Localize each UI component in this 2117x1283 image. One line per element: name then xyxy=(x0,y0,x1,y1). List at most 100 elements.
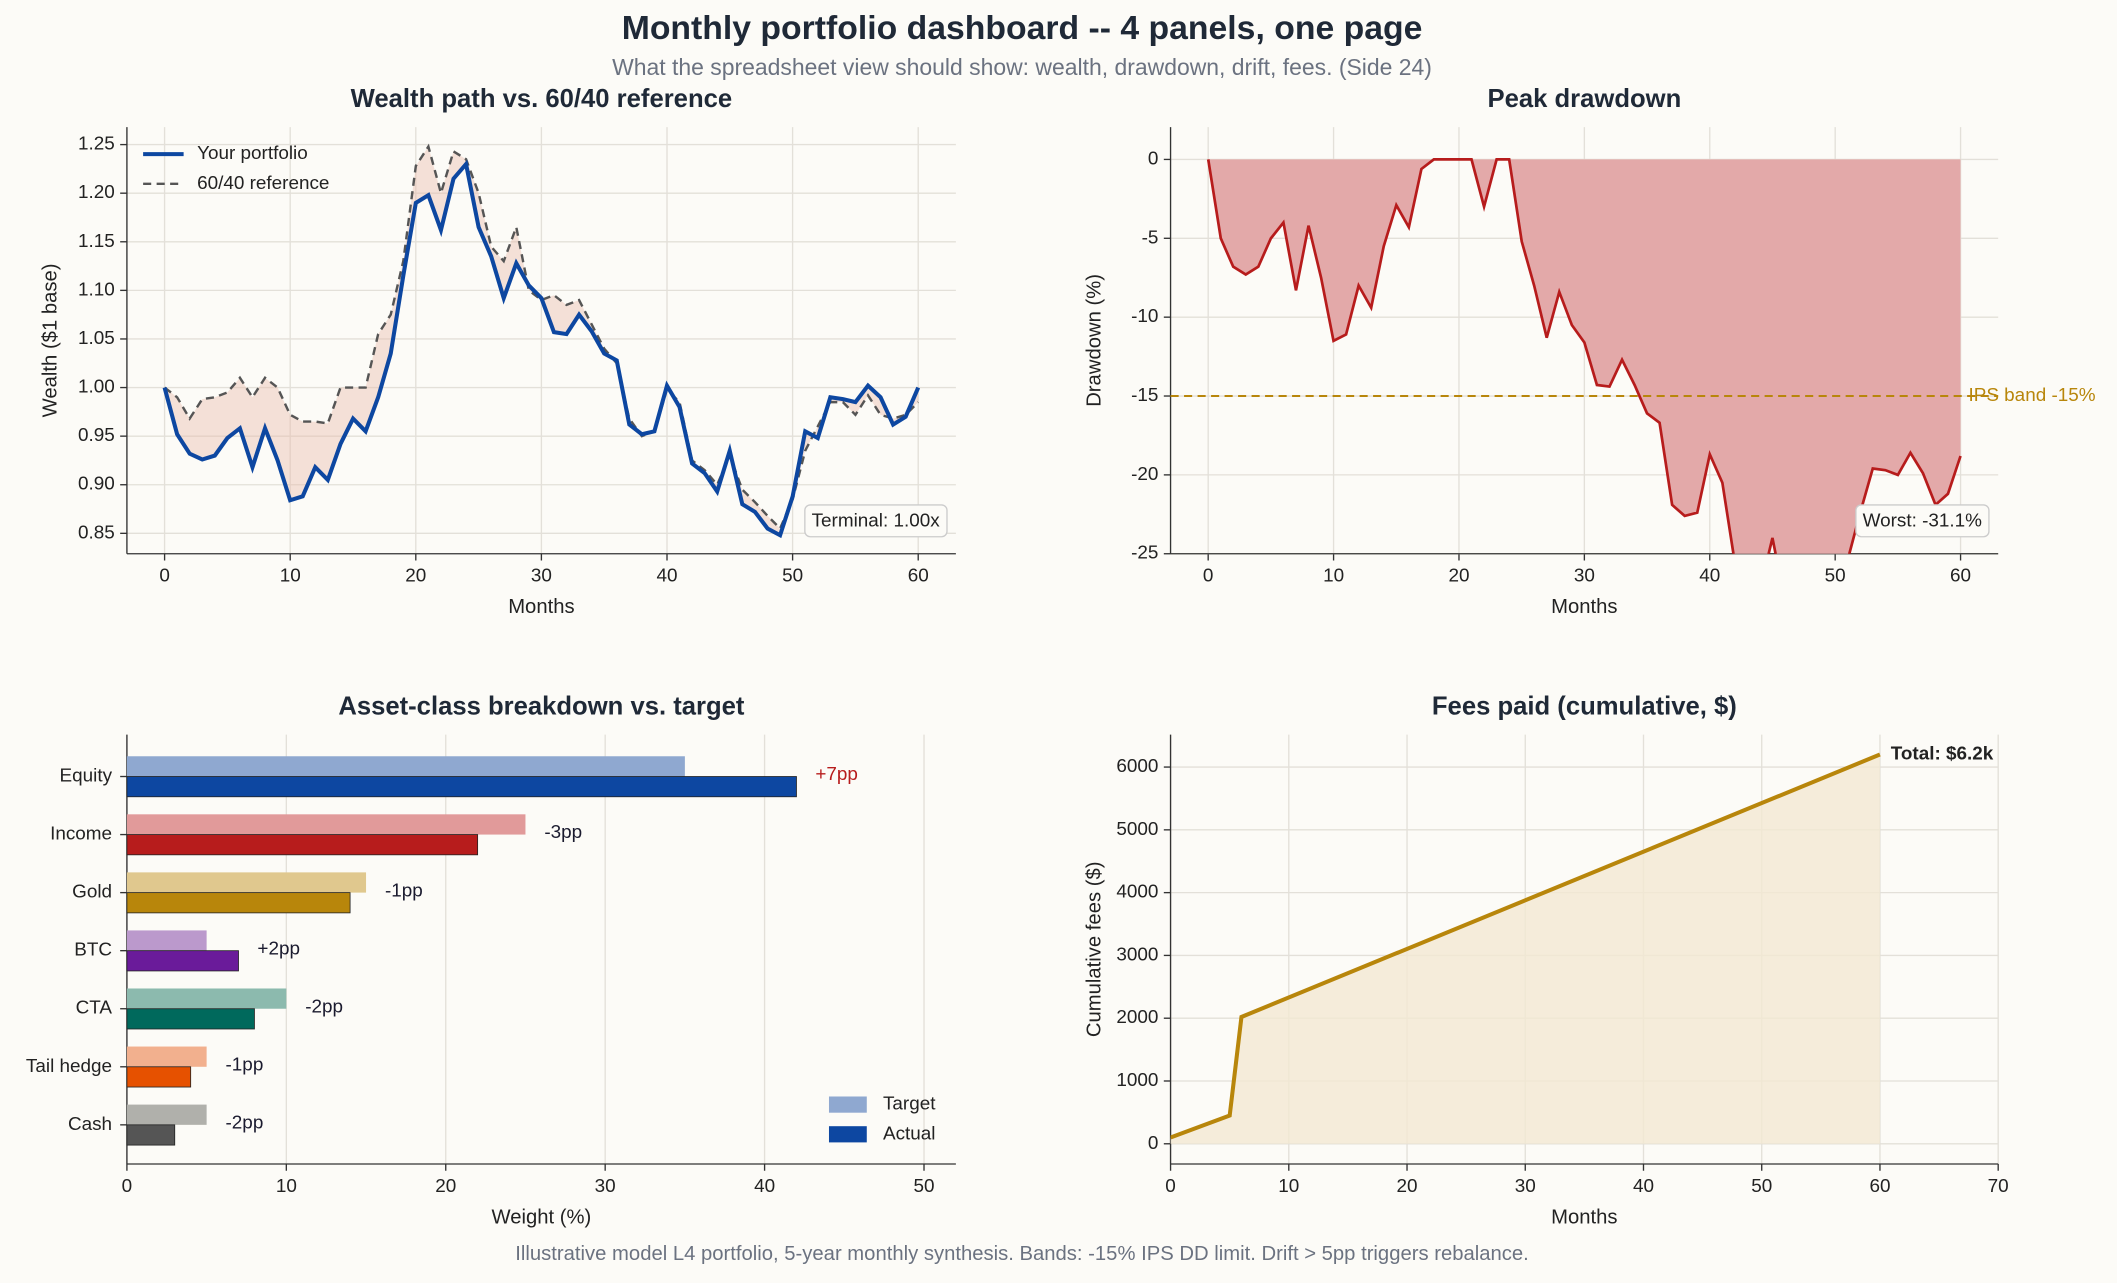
y-tick-label: Cash xyxy=(68,1114,112,1135)
y-tick-label: 1.15 xyxy=(78,231,115,252)
y-tick-label: Tail hedge xyxy=(26,1056,112,1077)
x-tick-label: 40 xyxy=(754,1176,775,1197)
x-tick-label: 70 xyxy=(1988,1176,2009,1197)
area xyxy=(1170,754,1880,1144)
bar xyxy=(126,814,526,835)
x-axis-label: Weight (%) xyxy=(492,1206,592,1228)
x-tick-label: 20 xyxy=(1397,1176,1418,1197)
x-tick-label: 10 xyxy=(276,1176,297,1197)
x-tick-label: 30 xyxy=(1574,566,1595,587)
annotation-box xyxy=(804,504,948,538)
y-tick-label: 1000 xyxy=(1116,1070,1158,1091)
y-tick-label: 1.10 xyxy=(78,279,115,300)
legend-swatch xyxy=(828,1096,867,1113)
y-tick-label: 5000 xyxy=(1116,819,1158,840)
y-tick-label: 1.00 xyxy=(78,377,115,398)
x-tick-label: 0 xyxy=(159,566,170,587)
x-tick-label: 20 xyxy=(435,1176,456,1197)
x-tick-label: 0 xyxy=(122,1176,133,1197)
x-axis-label: Months xyxy=(508,596,574,618)
x-tick-label: 50 xyxy=(782,566,803,587)
x-tick-label: 20 xyxy=(405,566,426,587)
drift-label: +7pp xyxy=(815,764,858,785)
bar xyxy=(126,1104,207,1125)
y-tick-label: Gold xyxy=(72,882,112,903)
y-tick-label: 0.95 xyxy=(78,425,115,446)
legend-label: Actual xyxy=(883,1123,936,1144)
legend-label: Your portfolio xyxy=(197,143,308,164)
area xyxy=(1208,159,1961,554)
y-tick-label: 0 xyxy=(1148,148,1159,169)
bar xyxy=(126,1046,207,1067)
drift-label: -2pp xyxy=(305,996,343,1017)
drift-label: -3pp xyxy=(544,822,582,843)
x-tick-label: 50 xyxy=(1825,566,1846,587)
x-tick-label: 50 xyxy=(913,1176,934,1197)
y-tick-label: -25 xyxy=(1131,543,1158,564)
panel-title: Wealth path vs. 60/40 reference xyxy=(351,85,732,113)
legend-swatch xyxy=(828,1126,867,1143)
panel: Asset-class breakdown vs. target 0 10 20 30 4… xyxy=(26,692,956,1228)
panel: Wealth path vs. 60/40 reference 0 10 20 30 40… xyxy=(40,85,956,618)
x-tick-label: 20 xyxy=(1448,566,1469,587)
panel: Peak drawdown 0 10 20 30 40 50 60 -25 -20 -15 -10 -5… xyxy=(1083,85,2095,618)
x-tick-label: 0 xyxy=(1165,1176,1176,1197)
x-tick-label: 40 xyxy=(656,566,677,587)
x-tick-label: 60 xyxy=(1869,1176,1890,1197)
drift-label: -2pp xyxy=(226,1112,264,1133)
annotation: Worst: -31.1% xyxy=(1863,510,1983,531)
drift-label: +2pp xyxy=(257,938,300,959)
x-tick-label: 60 xyxy=(1950,566,1971,587)
x-tick-label: 60 xyxy=(908,566,929,587)
bar xyxy=(126,1066,192,1088)
x-tick-label: 40 xyxy=(1633,1176,1654,1197)
x-tick-label: 30 xyxy=(595,1176,616,1197)
line xyxy=(1206,158,1962,554)
x-tick-label: 30 xyxy=(1515,1176,1536,1197)
annotation-box xyxy=(1855,504,1990,538)
y-tick-label: 1.20 xyxy=(78,182,115,203)
y-tick-label: 0 xyxy=(1148,1133,1159,1154)
annotation: Total: $6.2k xyxy=(1891,743,1994,764)
y-tick-label: -15 xyxy=(1131,385,1158,406)
bar xyxy=(126,930,207,951)
y-tick-label: 1.05 xyxy=(78,328,115,349)
line xyxy=(162,159,921,539)
bar xyxy=(126,872,367,893)
y-tick-label: -5 xyxy=(1142,227,1159,248)
y-tick-label: 0.90 xyxy=(78,474,115,495)
x-tick-label: 0 xyxy=(1203,566,1214,587)
y-tick-label: 6000 xyxy=(1116,756,1158,777)
annotation: Terminal: 1.00x xyxy=(812,510,941,531)
drift-label: -1pp xyxy=(226,1054,264,1075)
y-tick-label: 3000 xyxy=(1116,944,1158,965)
page-title: Monthly portfolio dashboard -- 4 panels,… xyxy=(622,9,1423,47)
x-tick-label: 10 xyxy=(280,566,301,587)
panel-title: Asset-class breakdown vs. target xyxy=(338,692,745,720)
drift-label: -1pp xyxy=(385,880,423,901)
x-tick-label: 30 xyxy=(531,566,552,587)
x-tick-label: 50 xyxy=(1751,1176,1772,1197)
y-tick-label: CTA xyxy=(76,998,113,1019)
panel-title: Peak drawdown xyxy=(1487,85,1681,113)
y-tick-label: 2000 xyxy=(1116,1007,1158,1028)
bar xyxy=(126,776,797,798)
y-tick-label: 4000 xyxy=(1116,882,1158,903)
footer-note: Illustrative model L4 portfolio, 5-year … xyxy=(515,1243,1529,1265)
bar xyxy=(126,892,351,914)
bar xyxy=(126,950,239,972)
y-tick-label: BTC xyxy=(74,940,112,961)
bar xyxy=(126,988,287,1009)
panel: Fees paid (cumulative, $) 0 10 20 30 40 50 60 70… xyxy=(1083,692,2008,1228)
x-axis-label: Months xyxy=(1551,596,1617,618)
y-axis-label: Drawdown (%) xyxy=(1083,274,1105,407)
y-axis-label: Cumulative fees ($) xyxy=(1083,862,1105,1038)
y-axis-label: Wealth ($1 base) xyxy=(40,263,62,417)
panel-title: Fees paid (cumulative, $) xyxy=(1432,692,1737,720)
x-tick-label: 10 xyxy=(1278,1176,1299,1197)
bar xyxy=(126,756,685,777)
x-tick-label: 40 xyxy=(1699,566,1720,587)
bar xyxy=(126,1008,255,1030)
page-subtitle: What the spreadsheet view should show: w… xyxy=(612,54,1432,80)
